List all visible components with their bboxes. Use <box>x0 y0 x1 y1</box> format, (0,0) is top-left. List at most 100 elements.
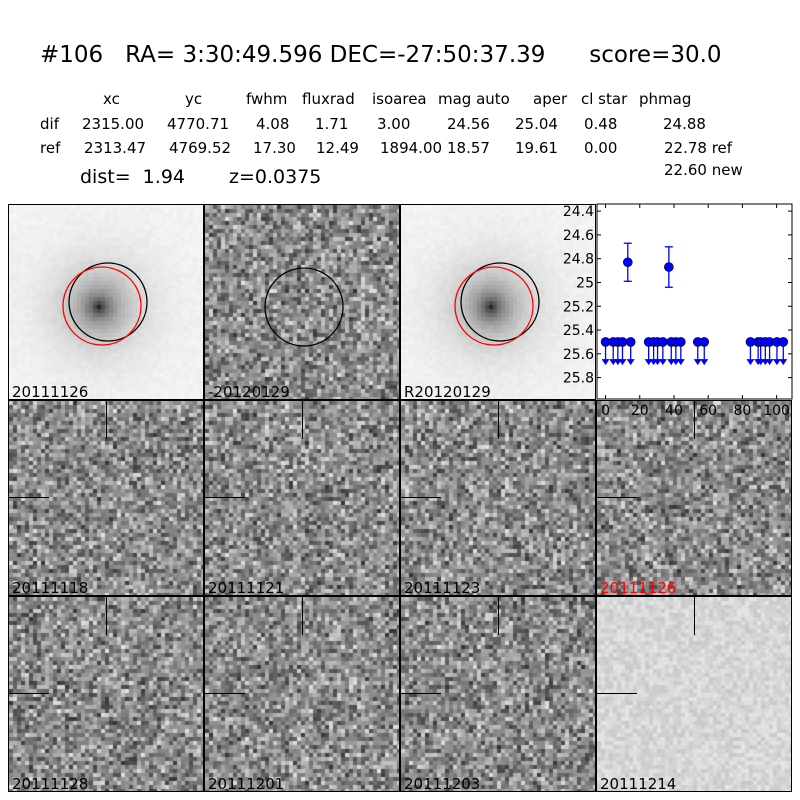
x-tick-label: 100 <box>763 403 790 419</box>
ref-aperture-circle <box>454 266 534 346</box>
figure-title: #106 RA= 3:30:49.596 DEC=-27:50:37.39 sc… <box>40 42 722 68</box>
column-header: fluxrad <box>302 90 355 108</box>
upper-limit-arrowhead <box>653 359 662 366</box>
column-header: fwhm <box>246 90 288 108</box>
table-cell: 12.49 <box>316 139 359 157</box>
column-header: phmag <box>639 90 692 108</box>
upper-limit-arrowhead <box>746 359 755 366</box>
y-tick-label: 25.4 <box>563 323 594 339</box>
table-cell: 24.88 <box>663 115 706 133</box>
image-stamp-noise: 20111123 <box>400 400 596 596</box>
column-header: cl star <box>581 90 628 108</box>
stamp-date-label: 20111126 <box>600 579 677 596</box>
upper-limit-arrowhead <box>676 359 685 366</box>
plot-area <box>596 203 793 400</box>
row-label: dif <box>40 115 59 133</box>
upper-limit-arrowhead <box>700 359 709 366</box>
x-tick-label: 0 <box>601 403 610 419</box>
table-cell: 18.57 <box>447 139 490 157</box>
crosshair-horizontal <box>205 497 245 498</box>
dist-label: dist= 1.94 <box>80 166 185 188</box>
aperture-circle <box>264 267 344 347</box>
crosshair-horizontal <box>9 693 49 694</box>
upper-limit-point <box>676 337 686 347</box>
table-cell: 2315.00 <box>82 115 145 133</box>
image-stamp-noise: 20111128 <box>8 596 204 792</box>
image-stamp-galaxy: 20111126 <box>8 204 204 400</box>
crosshair-vertical <box>302 401 303 439</box>
table-cell: 4770.71 <box>167 115 230 133</box>
stamp-image <box>9 205 203 399</box>
stamp-date-label: 20111214 <box>600 775 677 792</box>
column-header: yc <box>185 90 203 108</box>
image-stamp-noise: 20111118 <box>8 400 204 596</box>
light-curve-plot: 24.4 24.6 24.8 25 25.2 25.4 25.6 25.8 0 20 40 60 80 1… <box>563 203 793 419</box>
crosshair-horizontal <box>205 693 245 694</box>
aperture-circle <box>460 262 540 342</box>
ref-aperture-circle <box>62 266 142 346</box>
table-cell: 0.48 <box>584 115 618 133</box>
upper-limit-point <box>625 337 636 347</box>
row-label: ref <box>40 139 61 157</box>
y-tick-label: 24.6 <box>563 228 594 244</box>
upper-limit-arrowhead <box>765 359 774 366</box>
z-label: z=0.0375 <box>229 166 322 188</box>
crosshair-vertical <box>302 597 303 635</box>
upper-limit-point <box>658 337 668 347</box>
table-cell: 22.78 ref <box>664 139 733 157</box>
crosshair-horizontal <box>9 497 49 498</box>
crosshair-horizontal <box>597 497 637 498</box>
table-cell: 1894.00 <box>380 139 443 157</box>
table-cell: 1.71 <box>315 115 349 133</box>
stamp-image <box>205 205 399 399</box>
crosshair-vertical <box>106 597 107 635</box>
upper-limit-arrowhead <box>618 359 627 366</box>
upper-limit-arrowhead <box>658 359 667 366</box>
upper-limit-point <box>617 337 628 347</box>
x-tick-label: 20 <box>631 403 649 419</box>
y-tick-label: 24.4 <box>563 204 594 220</box>
upper-limit-point <box>778 337 789 347</box>
table-cell: 3.00 <box>377 115 411 133</box>
x-tick-label: 80 <box>733 403 751 419</box>
table-cell: 2313.47 <box>84 139 147 157</box>
detection-point <box>664 262 674 272</box>
crosshair-vertical <box>694 401 695 439</box>
image-stamp-diff: -20120129 <box>204 204 400 400</box>
table-cell: 4.08 <box>256 115 290 133</box>
table-cell: 0.00 <box>584 139 618 157</box>
image-stamp-faint: 20111214 <box>596 596 792 792</box>
crosshair-vertical <box>694 597 695 635</box>
stamp-date-label: 20111203 <box>404 775 481 792</box>
stamp-date-label: 20111126 <box>12 383 89 400</box>
table-cell: 17.30 <box>253 139 296 157</box>
stamp-date-label: 20111201 <box>208 775 285 792</box>
y-tick-label: 25.6 <box>563 347 594 363</box>
upper-limit-arrowhead <box>626 359 635 366</box>
column-header: aper <box>533 90 568 108</box>
upper-limit-arrowhead <box>693 359 702 366</box>
crosshair-vertical <box>498 401 499 439</box>
stamp-date-label: 20111128 <box>12 775 89 792</box>
x-tick-label: 40 <box>665 403 683 419</box>
stamp-date-label: -20120129 <box>208 383 290 400</box>
upper-limit-point <box>699 337 710 347</box>
image-stamp-noise: 20111126 <box>596 400 792 596</box>
table-cell: 4769.52 <box>169 139 232 157</box>
table-cell: 24.56 <box>447 115 490 133</box>
image-stamp-noise: 20111121 <box>204 400 400 596</box>
stamp-date-label: R20120129 <box>404 383 491 400</box>
table-cell: 25.04 <box>515 115 558 133</box>
image-stamp-noise: 20111203 <box>400 596 596 792</box>
y-tick-label: 25.2 <box>563 299 594 315</box>
x-tick-label: 60 <box>699 403 717 419</box>
column-header: mag auto <box>438 90 510 108</box>
detection-point <box>622 257 633 268</box>
aperture-circle <box>68 262 148 342</box>
crosshair-horizontal <box>401 497 441 498</box>
crosshair-horizontal <box>597 693 637 694</box>
upper-limit-arrowhead <box>601 359 610 366</box>
crosshair-vertical <box>498 597 499 635</box>
stamp-image <box>401 205 595 399</box>
